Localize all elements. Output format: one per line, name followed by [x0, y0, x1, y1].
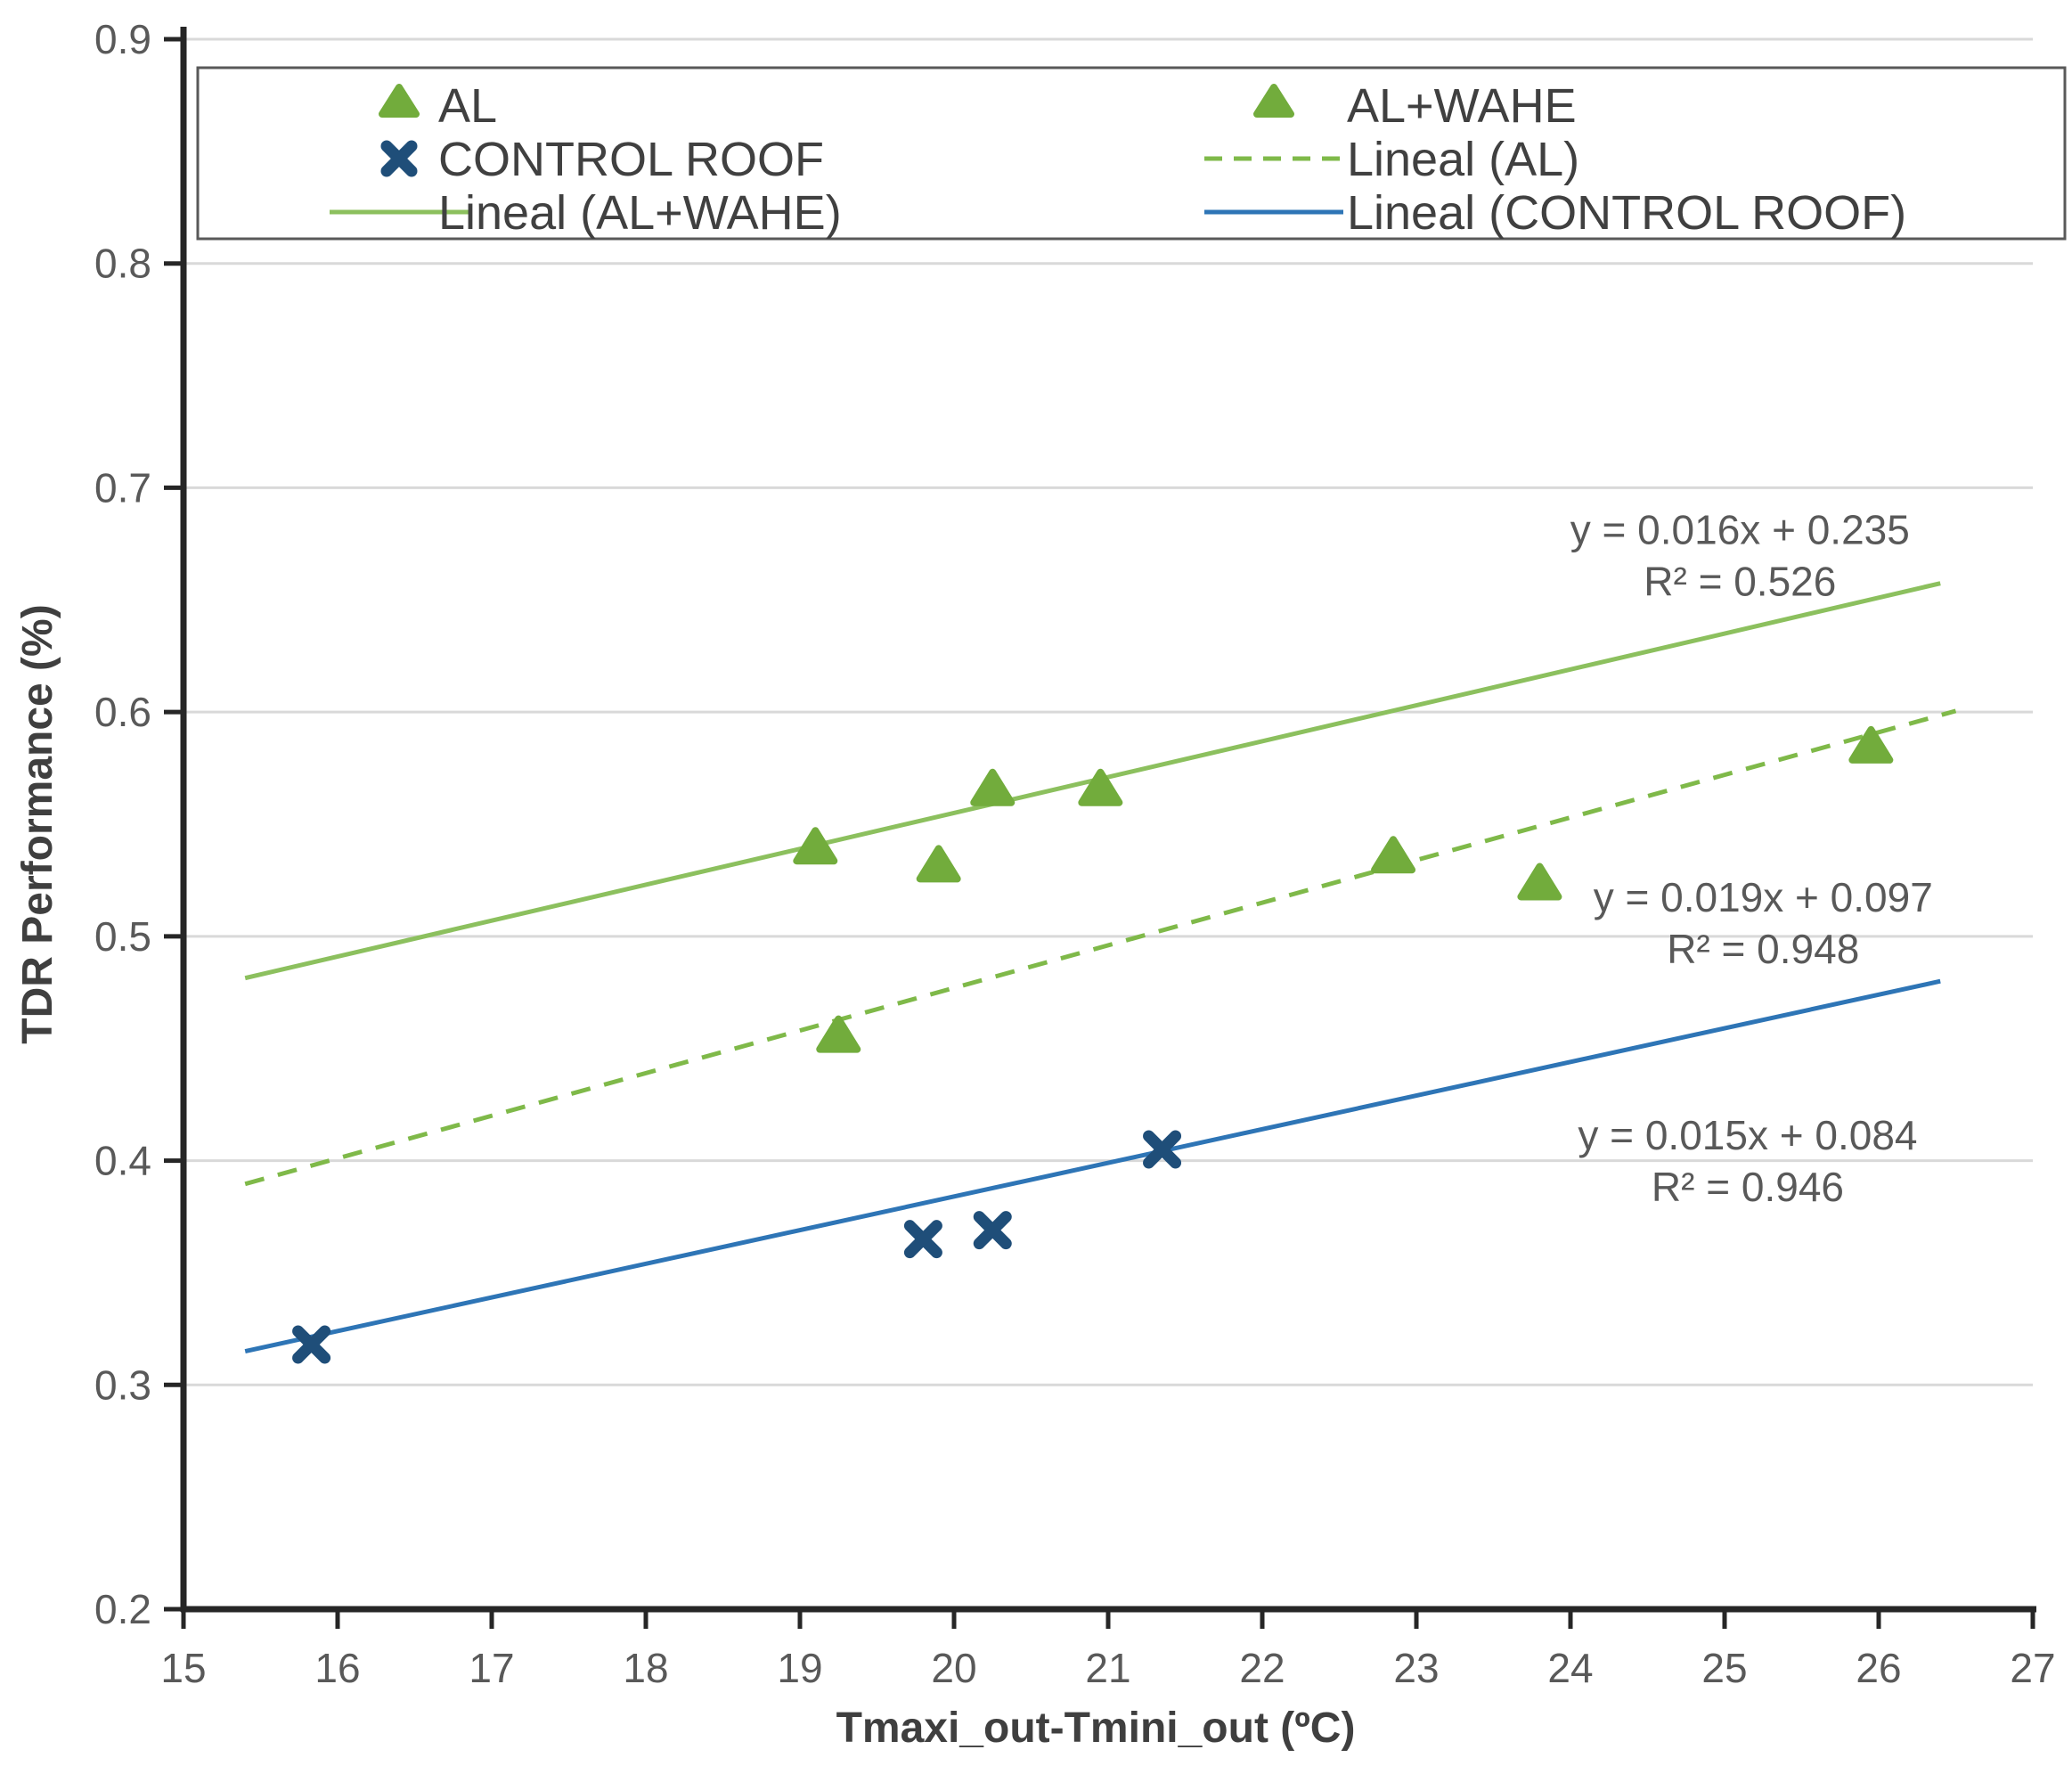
legend-item-lineal-control-roof-: Lineal (CONTROL ROOF) — [1204, 186, 1906, 240]
x-marker-stroke — [380, 140, 418, 177]
legend-triangle-swatch — [379, 84, 420, 118]
x-marker-stroke — [292, 1325, 331, 1364]
legend-item-label: Lineal (AL+WAHE) — [438, 186, 842, 240]
legend-box — [196, 66, 2067, 241]
legend-item-label: CONTROL ROOF — [438, 133, 824, 186]
r-squared-line: R² = 0.526 — [1644, 558, 1836, 604]
equation-label-1: y = 0.016x + 0.235 R² = 0.526 — [1570, 506, 1910, 604]
data-point-triangle — [1517, 863, 1562, 901]
y-tick-label: 0.3 — [94, 1361, 151, 1408]
equation-labels: y = 0.016x + 0.235 R² = 0.526 y = 0.019x +… — [1570, 506, 1933, 1210]
data-point-triangle — [970, 768, 1016, 806]
legend-item-label: AL+WAHE — [1347, 79, 1577, 133]
x-tick-label: 21 — [1085, 1645, 1130, 1691]
x-tick-label: 24 — [1547, 1645, 1593, 1691]
series-al+wahe — [793, 768, 1123, 883]
data-point-triangle — [916, 845, 961, 883]
y-tick-label: 0.2 — [94, 1586, 151, 1632]
x-tick-label: 27 — [2010, 1645, 2055, 1691]
x-tick-label: 20 — [931, 1645, 976, 1691]
trendline-lineal-control-roof- — [244, 978, 1941, 1353]
data-point-triangle — [793, 827, 838, 865]
y-tick-label: 0.4 — [94, 1138, 151, 1184]
x-marker-stroke — [973, 1211, 1012, 1250]
legend-item-control-roof: CONTROL ROOF — [380, 133, 824, 186]
y-tick-label: 0.8 — [94, 241, 151, 287]
r-squared-line: R² = 0.946 — [1652, 1164, 1844, 1210]
equation-label-3: y = 0.015x + 0.084 R² = 0.946 — [1578, 1112, 1917, 1210]
y-tick-label: 0.6 — [94, 689, 151, 735]
data-point-triangle — [1848, 725, 1894, 764]
y-tick-label: 0.7 — [94, 464, 151, 511]
equation-line: y = 0.015x + 0.084 — [1578, 1112, 1917, 1158]
x-tick-label: 23 — [1393, 1645, 1439, 1691]
data-point-x — [973, 1211, 1012, 1250]
data-point-x — [292, 1325, 331, 1364]
gridlines — [184, 37, 2033, 1611]
legend-item-al: AL — [379, 79, 497, 133]
x-tick-label: 22 — [1239, 1645, 1285, 1691]
x-tick-label: 25 — [1701, 1645, 1747, 1691]
legend-item-label: AL — [438, 79, 497, 133]
x-tick-label: 16 — [314, 1645, 360, 1691]
x-marker-stroke — [1143, 1130, 1182, 1169]
x-tick-label: 15 — [160, 1645, 206, 1691]
legend-item-label: Lineal (AL) — [1347, 133, 1579, 186]
y-axis-title: TDR Performance (%) — [14, 604, 61, 1043]
legend-x-swatch — [380, 140, 418, 177]
series-control-roof — [292, 1130, 1182, 1364]
data-point-x — [1143, 1130, 1182, 1169]
legend-item-al+wahe: AL+WAHE — [1253, 79, 1577, 133]
data-point-triangle — [1078, 768, 1123, 806]
data-point-triangle — [1371, 836, 1416, 874]
trendline-lineal-al- — [244, 708, 1957, 1187]
tick-labels: 0.2 0.3 0.4 0.5 0.6 0.7 0.8 0.9 15 16 17 18 19 20 21 22… — [94, 16, 2056, 1691]
equation-line: y = 0.019x + 0.097 — [1594, 874, 1933, 920]
equation-label-2: y = 0.019x + 0.097 R² = 0.948 — [1594, 874, 1933, 972]
series-al — [816, 725, 1894, 1053]
x-tick-label: 26 — [1856, 1645, 1901, 1691]
axes — [164, 27, 2036, 1629]
legend-item-lineal-al-: Lineal (AL) — [1204, 133, 1579, 186]
data-point-triangle — [816, 1015, 861, 1053]
data-point-x — [903, 1220, 942, 1259]
y-tick-label: 0.5 — [94, 913, 151, 960]
equation-line: y = 0.016x + 0.235 — [1570, 506, 1910, 552]
x-axis-title: Tmaxi_out-Tmini_out (ºC) — [836, 1705, 1356, 1752]
x-tick-label: 19 — [777, 1645, 822, 1691]
r-squared-line: R² = 0.948 — [1667, 926, 1859, 972]
legend-item-label: Lineal (CONTROL ROOF) — [1347, 186, 1906, 240]
legend-triangle-swatch — [1253, 84, 1294, 118]
x-tick-label: 18 — [623, 1645, 668, 1691]
data-points — [292, 725, 1894, 1364]
legend-item-lineal-al+wahe-: Lineal (AL+WAHE) — [330, 186, 842, 240]
x-marker-stroke — [903, 1220, 942, 1259]
y-tick-label: 0.9 — [94, 16, 151, 62]
x-tick-label: 17 — [469, 1645, 514, 1691]
